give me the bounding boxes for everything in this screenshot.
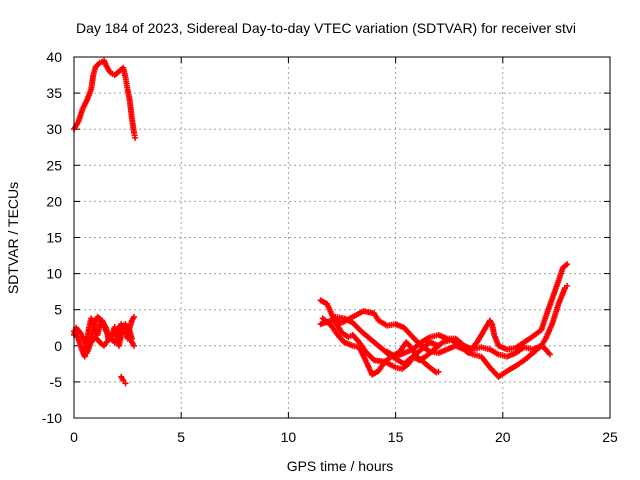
data-point-marker bbox=[128, 335, 135, 342]
x-axis-label: GPS time / hours bbox=[287, 458, 394, 474]
y-tick-label: 0 bbox=[54, 338, 62, 354]
x-tick-label: 15 bbox=[388, 429, 404, 445]
y-tick-label: 40 bbox=[46, 49, 62, 65]
x-tick-label: 5 bbox=[177, 429, 185, 445]
data-point-marker bbox=[435, 368, 442, 375]
tick-labels: 0 5 10 15 20 25 -10 -5 0 5 10 15 20 25 30 35 40 bbox=[42, 49, 618, 445]
y-axis-label: SDTVAR / TECUs bbox=[5, 182, 21, 294]
y-tick-label: 25 bbox=[46, 157, 62, 173]
data-layer bbox=[71, 57, 571, 387]
data-point-marker bbox=[546, 351, 553, 358]
data-point-marker bbox=[131, 313, 138, 320]
y-tick-label: 15 bbox=[46, 230, 62, 246]
y-tick-label: 10 bbox=[46, 266, 62, 282]
data-point-marker bbox=[132, 134, 139, 141]
y-tick-label: 5 bbox=[54, 302, 62, 318]
data-point-marker bbox=[122, 380, 129, 387]
data-point-marker bbox=[435, 342, 442, 349]
data-point-marker bbox=[131, 342, 138, 349]
data-point-marker bbox=[564, 261, 571, 268]
x-tick-label: 25 bbox=[602, 429, 618, 445]
y-tick-label: -5 bbox=[50, 374, 63, 390]
plot-frame bbox=[73, 56, 611, 419]
chart-title: Day 184 of 2023, Sidereal Day-to-day VTE… bbox=[76, 20, 576, 36]
y-tick-label: 20 bbox=[46, 193, 62, 209]
x-tick-label: 10 bbox=[281, 429, 297, 445]
y-tick-label: 30 bbox=[46, 121, 62, 137]
x-tick-label: 20 bbox=[495, 429, 511, 445]
y-tick-label: -10 bbox=[42, 410, 62, 426]
data-point-marker bbox=[564, 282, 571, 289]
x-tick-label: 0 bbox=[70, 429, 78, 445]
y-tick-label: 35 bbox=[46, 85, 62, 101]
